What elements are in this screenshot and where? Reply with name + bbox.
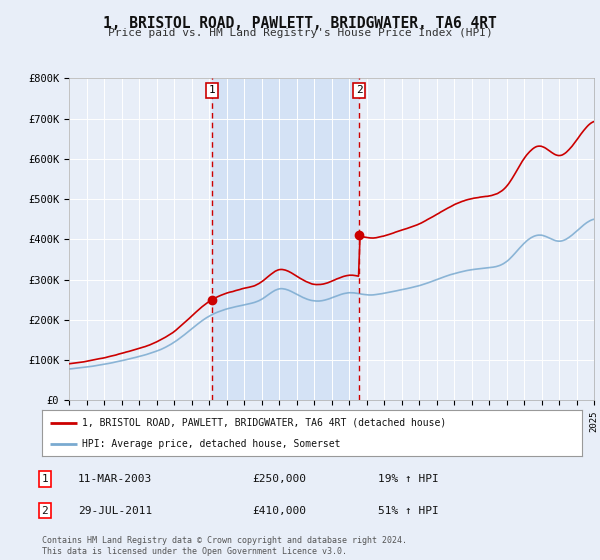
Text: 51% ↑ HPI: 51% ↑ HPI	[378, 506, 439, 516]
Text: 29-JUL-2011: 29-JUL-2011	[78, 506, 152, 516]
Text: £410,000: £410,000	[252, 506, 306, 516]
Text: £250,000: £250,000	[252, 474, 306, 484]
Text: 1: 1	[209, 86, 216, 95]
Text: Contains HM Land Registry data © Crown copyright and database right 2024.
This d: Contains HM Land Registry data © Crown c…	[42, 536, 407, 556]
Text: HPI: Average price, detached house, Somerset: HPI: Average price, detached house, Some…	[83, 439, 341, 449]
Bar	[212, 78, 359, 400]
Text: Price paid vs. HM Land Registry's House Price Index (HPI): Price paid vs. HM Land Registry's House …	[107, 28, 493, 38]
Text: 1: 1	[41, 474, 49, 484]
Text: 1, BRISTOL ROAD, PAWLETT, BRIDGWATER, TA6 4RT (detached house): 1, BRISTOL ROAD, PAWLETT, BRIDGWATER, TA…	[83, 418, 447, 428]
Text: 2: 2	[41, 506, 49, 516]
Text: 1, BRISTOL ROAD, PAWLETT, BRIDGWATER, TA6 4RT: 1, BRISTOL ROAD, PAWLETT, BRIDGWATER, TA…	[103, 16, 497, 31]
Text: 11-MAR-2003: 11-MAR-2003	[78, 474, 152, 484]
Text: 2: 2	[356, 86, 362, 95]
Text: 19% ↑ HPI: 19% ↑ HPI	[378, 474, 439, 484]
